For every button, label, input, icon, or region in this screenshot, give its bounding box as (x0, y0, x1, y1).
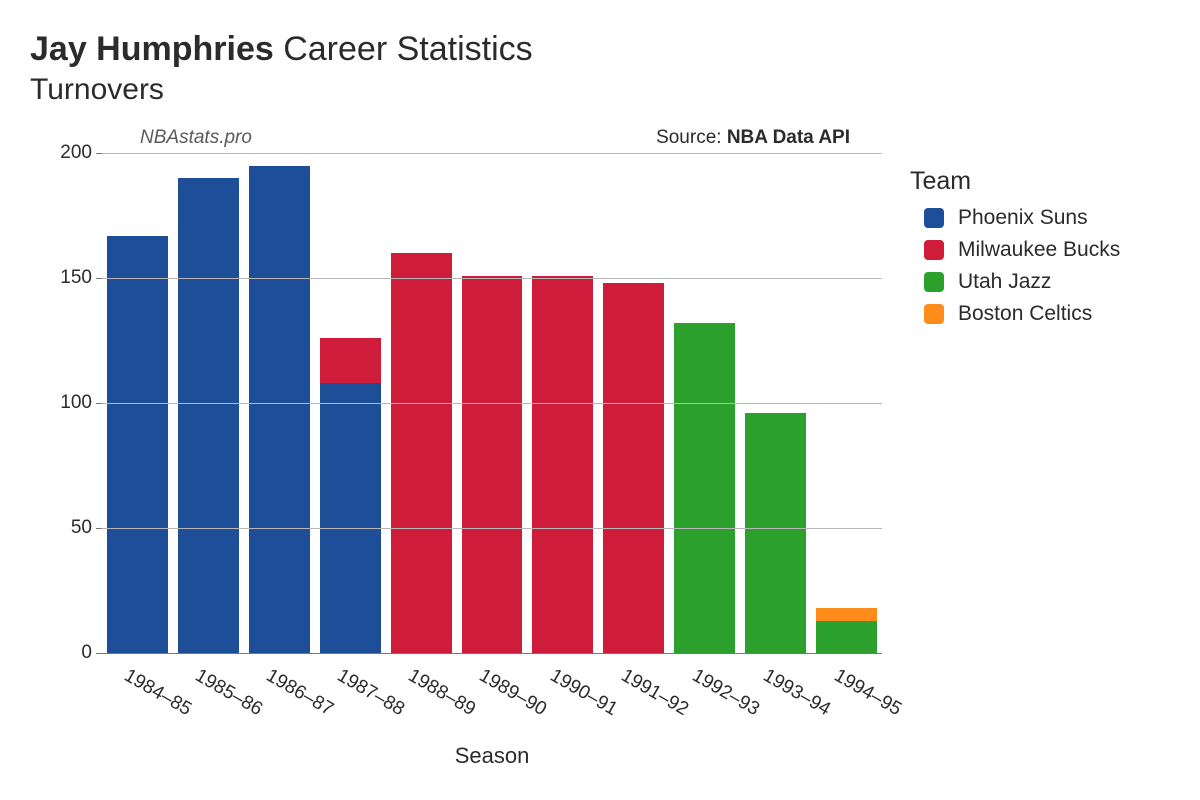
bar-stack (249, 166, 310, 654)
gridline (102, 528, 882, 529)
bar-stack (107, 236, 168, 654)
bar-segment-utah (745, 413, 806, 653)
x-tick-label: 1993–94 (759, 665, 834, 721)
gridline (102, 403, 882, 404)
bar-segment-boston (816, 608, 877, 621)
credit-text: NBAstats.pro (140, 127, 252, 149)
bar-stack (462, 276, 523, 654)
y-tick-label: 200 (60, 142, 102, 164)
bar-segment-milwaukee (462, 276, 523, 654)
gridline (102, 153, 882, 154)
legend-label: Milwaukee Bucks (958, 238, 1120, 262)
y-tick-label: 100 (60, 392, 102, 414)
gridline (102, 278, 882, 279)
legend-item-boston: Boston Celtics (924, 302, 1120, 326)
bar-segment-milwaukee (320, 338, 381, 383)
bar-segment-milwaukee (603, 283, 664, 653)
bar-segment-phoenix (107, 236, 168, 654)
chart-container: Jay Humphries Career Statistics Turnover… (0, 0, 1200, 800)
legend-swatch (924, 208, 944, 228)
source-name: NBA Data API (727, 127, 850, 148)
x-tick-label: 1985–86 (191, 665, 266, 721)
bar-segment-phoenix (249, 166, 310, 654)
x-tick-label: 1988–89 (404, 665, 479, 721)
plot-area: NBAstats.pro Source: NBA Data API Turnov… (102, 153, 882, 653)
x-axis-baseline (102, 653, 882, 654)
x-axis-label: Season (102, 743, 882, 769)
legend-swatch (924, 304, 944, 324)
legend-item-utah: Utah Jazz (924, 270, 1120, 294)
x-tick-label: 1987–88 (333, 665, 408, 721)
bar-stack (391, 253, 452, 653)
legend-title: Team (910, 167, 1120, 196)
bar-stack (745, 413, 806, 653)
bar-stack (603, 283, 664, 653)
chart-wrap: NBAstats.pro Source: NBA Data API Turnov… (30, 117, 1170, 797)
x-tick-label: 1989–90 (475, 665, 550, 721)
bar-stack (320, 338, 381, 653)
bar-stack (674, 323, 735, 653)
chart-title: Jay Humphries Career Statistics (30, 30, 1170, 69)
legend-label: Utah Jazz (958, 270, 1051, 294)
bar-segment-milwaukee (532, 276, 593, 654)
legend-label: Phoenix Suns (958, 206, 1088, 230)
y-tick-label: 50 (71, 517, 102, 539)
title-player-name: Jay Humphries (30, 30, 274, 68)
bar-segment-phoenix (320, 383, 381, 653)
source-text: Source: NBA Data API (656, 127, 850, 149)
x-tick-label: 1994–95 (830, 665, 905, 721)
y-tick-label: 150 (60, 267, 102, 289)
x-tick-label: 1992–93 (688, 665, 763, 721)
legend-label: Boston Celtics (958, 302, 1092, 326)
bar-segment-utah (816, 621, 877, 654)
legend-swatch (924, 240, 944, 260)
legend-swatch (924, 272, 944, 292)
bar-stack (178, 178, 239, 653)
bar-segment-phoenix (178, 178, 239, 653)
source-prefix: Source: (656, 127, 727, 148)
title-suffix: Career Statistics (274, 30, 533, 68)
legend-item-phoenix: Phoenix Suns (924, 206, 1120, 230)
x-tick-label: 1991–92 (617, 665, 692, 721)
legend: Team Phoenix Suns Milwaukee Bucks Utah Jaz… (910, 167, 1120, 334)
y-tick-label: 0 (81, 642, 102, 664)
bar-segment-utah (674, 323, 735, 653)
bar-segment-milwaukee (391, 253, 452, 653)
x-tick-label: 1986–87 (262, 665, 337, 721)
x-tick-label: 1990–91 (546, 665, 621, 721)
x-tick-label: 1984–85 (120, 665, 195, 721)
bar-stack (816, 608, 877, 653)
bar-stack (532, 276, 593, 654)
chart-subtitle: Turnovers (30, 73, 1170, 107)
legend-item-milwaukee: Milwaukee Bucks (924, 238, 1120, 262)
